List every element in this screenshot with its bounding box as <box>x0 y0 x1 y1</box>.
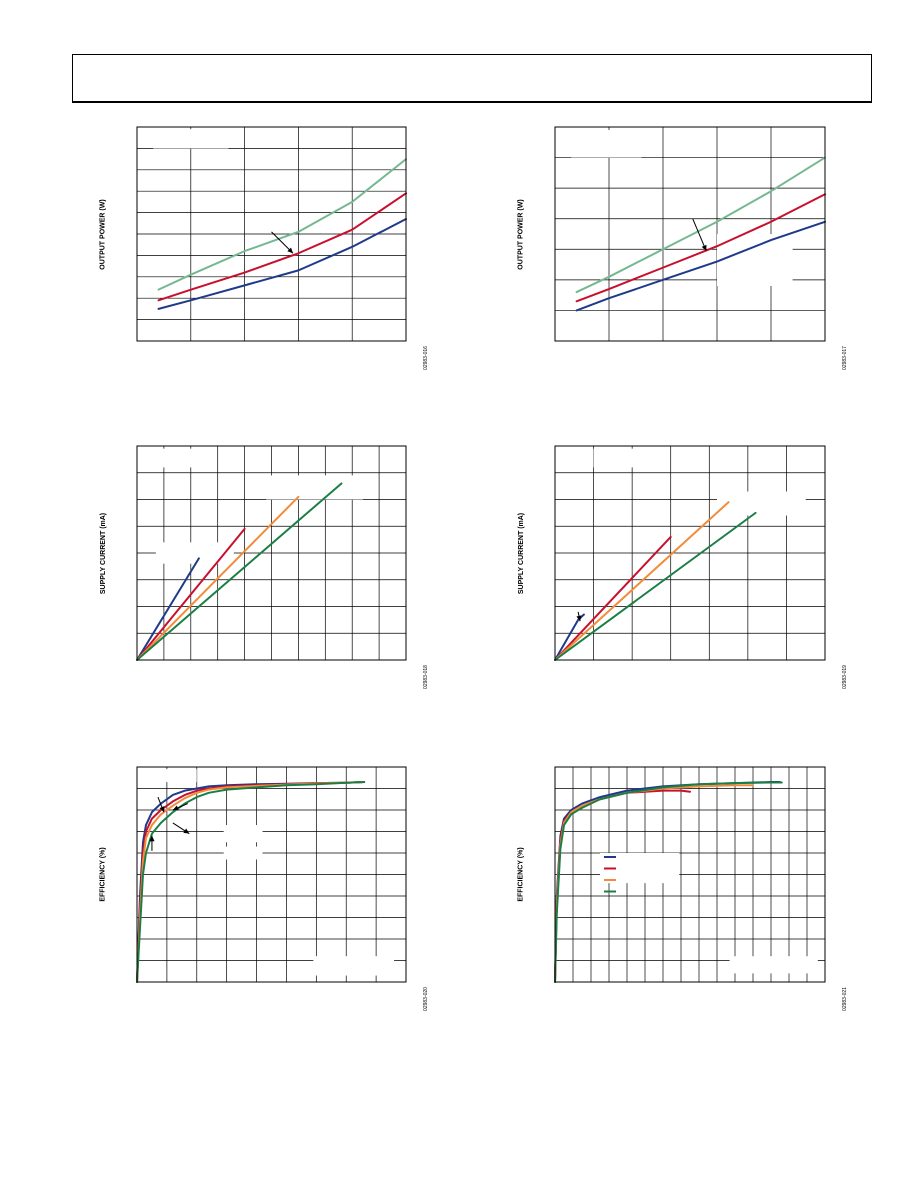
series-line-1 <box>554 613 585 661</box>
annotation-box <box>729 956 818 974</box>
series-line-3 <box>136 495 300 661</box>
series-line-4 <box>136 482 343 661</box>
series-line-1 <box>157 158 407 291</box>
annotation-arrow-head <box>149 835 155 842</box>
series-line-3 <box>157 218 407 310</box>
annotation-box <box>717 491 806 516</box>
y-axis-label: EFFICIENCY (%) <box>517 847 525 902</box>
series-line-2 <box>136 527 246 661</box>
figure-id: 02983-016 <box>422 346 429 370</box>
figure-id: 02983-020 <box>422 987 429 1011</box>
series-line-2 <box>575 193 826 303</box>
annotation-box <box>142 769 197 783</box>
series-line-3 <box>554 784 754 983</box>
series-line-4 <box>554 511 757 661</box>
annotation-arrow-head <box>287 247 294 254</box>
annotation-box <box>223 846 263 860</box>
annotation-box <box>155 448 216 468</box>
series-line-4 <box>554 781 783 983</box>
series-line-2 <box>157 192 407 302</box>
series-line-2 <box>554 789 691 983</box>
series-line-3 <box>554 501 730 661</box>
annotation-box <box>153 129 229 149</box>
annotation-box <box>593 448 667 468</box>
annotation-arrow-head <box>159 806 165 813</box>
annotation-arrow-head <box>172 805 179 811</box>
annotation-box <box>313 956 395 976</box>
y-axis-label: SUPPLY CURRENT (mA) <box>517 512 525 594</box>
figure-id: 02983-018 <box>422 665 429 689</box>
annotation-box <box>223 825 263 843</box>
series-line-4 <box>136 781 366 983</box>
page-header-box <box>72 54 872 103</box>
plot-frame <box>136 766 407 983</box>
annotation-box <box>717 234 793 286</box>
plot-frame <box>136 445 407 661</box>
annotation-box <box>155 542 234 564</box>
plot-frame <box>136 126 407 342</box>
plot-frame <box>554 445 826 661</box>
series-line-1 <box>575 156 826 294</box>
figure-id: 02983-019 <box>841 665 848 689</box>
y-axis-label: EFFICIENCY (%) <box>99 847 107 902</box>
series-line-1 <box>136 557 200 661</box>
annotation-arrow-head <box>701 244 707 251</box>
plot-frame <box>554 766 826 983</box>
series-line-2 <box>554 535 672 661</box>
annotation-arrow-head <box>183 828 190 834</box>
annotation-box <box>571 130 642 158</box>
y-axis-label: SUPPLY CURRENT (mA) <box>99 512 107 594</box>
annotation-arrow-head <box>576 615 582 622</box>
figure-id: 02983-021 <box>841 987 848 1011</box>
y-axis-label: OUTPUT POWER (W) <box>517 198 525 270</box>
plot-frame <box>554 126 826 342</box>
annotation-arrow-line <box>692 218 707 252</box>
figure-id: 02983-017 <box>841 346 848 370</box>
annotation-box <box>266 475 363 500</box>
series-line-3 <box>575 220 826 312</box>
y-axis-label: OUTPUT POWER (W) <box>99 198 107 270</box>
